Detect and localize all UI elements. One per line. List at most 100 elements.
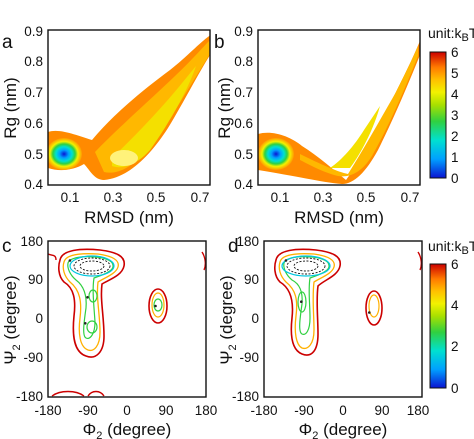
colorbar-top-ticks: 6 5 4 3 2 1 0 [451,45,459,186]
panel-a-yticks: 0.4 0.5 0.6 0.7 0.8 0.9 [24,24,43,192]
panel-c-sparse-points [68,259,157,325]
panel-b-band-outer [258,40,420,184]
panel-b-heatmap [258,40,420,184]
tick-label: 0.9 [24,24,43,39]
panel-d-contours [274,248,422,356]
tick-label: 4 [451,87,459,102]
panel-a-band-core [110,150,138,166]
panel-b-band-inner [330,106,380,168]
tick-label: 4 [451,298,459,313]
panel-a-xlabel: RMSD (nm) [84,208,174,227]
tick-label: 0.5 [234,147,253,162]
panel-c-contour-core [73,257,111,275]
panel-c-contour-cyan [69,255,115,277]
tick-label: -90 [78,403,98,418]
tick-label: 0.7 [234,85,253,100]
panel-b-xticks: 0.1 0.3 0.5 0.7 [271,190,420,205]
tick-label: 0.7 [24,85,43,100]
tick-label: 0.5 [24,147,43,162]
panel-c: c -180 -90 0 90 180 -180 -90 [1,234,217,439]
tick-label: 0.4 [234,177,253,192]
basin-point [368,311,371,314]
colorbar-bottom-bar [429,263,447,389]
panel-b-yticks: 0.4 0.5 0.6 0.7 0.8 0.9 [234,24,253,192]
basin-point [68,259,72,262]
tick-label: 0.1 [271,190,290,205]
panel-d-contour-orange [278,253,335,350]
panel-d-contour-right-red [365,290,383,326]
panel-c-contour-core-inner [79,260,105,272]
panel-d-contour-red [274,248,341,356]
tick-label: -90 [294,403,314,418]
panel-c-frame [47,240,207,398]
panel-b-ylabel: Rg (nm) [215,77,234,138]
tick-label: 0.1 [61,190,80,205]
panel-d-xticks: -180 -90 0 90 180 [250,403,429,418]
tick-label: 6 [451,257,459,272]
colorbar-bottom-title: unit:kBT [428,238,474,257]
panel-d-contour-cyan [281,255,331,277]
panel-c-ylabel: Ψ2 (degree) [1,275,23,364]
basin-point [300,300,303,304]
panel-a-frame [47,29,211,186]
tick-label: 0.8 [24,54,43,69]
panel-a-band-mid [95,40,210,173]
tick-label: 0.3 [314,190,333,205]
tick-label: 0 [451,381,459,396]
tick-label: -90 [239,350,259,365]
tick-label: -90 [23,350,43,365]
tick-label: 90 [158,403,173,418]
tick-label: 0.3 [104,190,123,205]
tick-label: 0.5 [147,190,166,205]
tick-label: 2 [451,339,459,354]
panel-b-frame [257,29,421,186]
panel-d-contour-core [286,257,326,275]
panel-c-contour-right-red [148,288,168,324]
panel-c-contour-edge [48,253,57,261]
basin-point [86,296,89,299]
panel-c-xlabel: Φ2 (degree) [83,420,172,439]
panel-c-contour-right-green [153,298,163,312]
tick-label: 90 [374,403,389,418]
tick-label: 0 [451,171,459,186]
panel-c-contour-basin2 [88,289,98,303]
panel-d-contour-core-inner [293,260,319,272]
panel-d-contour-basin2 [297,291,307,313]
tick-label: 0 [123,403,131,418]
panel-d-contour-edge [417,251,422,271]
tick-label: 0 [35,311,43,326]
tick-label: 0 [339,403,347,418]
basin-point [284,259,288,262]
panel-c-contour-edge [201,251,206,271]
tick-label: -180 [250,403,277,418]
tick-label: 0.4 [24,177,43,192]
panel-a-band-inner [112,66,196,168]
panel-b-band-mid [300,46,418,177]
tick-label: -180 [34,403,61,418]
tick-label: 90 [28,272,43,287]
panel-d-frame [263,240,423,398]
panel-a-ylabel: Rg (nm) [1,77,20,138]
panel-c-contour-red [58,248,125,358]
panel-b: b 0.4 0.5 0.6 0.7 0.8 0.9 0.1 0.3 0.5 0.… [214,24,421,227]
tick-label: 180 [236,234,259,249]
tick-label: 0 [251,311,259,326]
panel-c-xticks: -180 -90 0 90 180 [34,403,217,418]
panel-d-ylabel: Ψ2 (degree) [217,275,239,364]
panel-a-band-outer [48,35,210,180]
tick-label: 3 [451,108,459,123]
tick-label: 180 [195,403,218,418]
panel-letter-a: a [2,32,13,53]
panel-c-contour-orange [62,253,119,352]
basin-point [84,322,87,325]
panel-d-sparse-points [284,259,371,314]
colorbar-top-title: unit:kBT [428,25,474,44]
tick-label: -180 [232,389,259,404]
panel-a-heatmap [48,35,210,180]
tick-label: 0.5 [357,190,376,205]
tick-label: 6 [451,45,459,60]
tick-label: 0.7 [191,190,210,205]
tick-label: 0.7 [401,190,420,205]
tick-label: -180 [16,389,43,404]
tick-label: 180 [407,403,430,418]
